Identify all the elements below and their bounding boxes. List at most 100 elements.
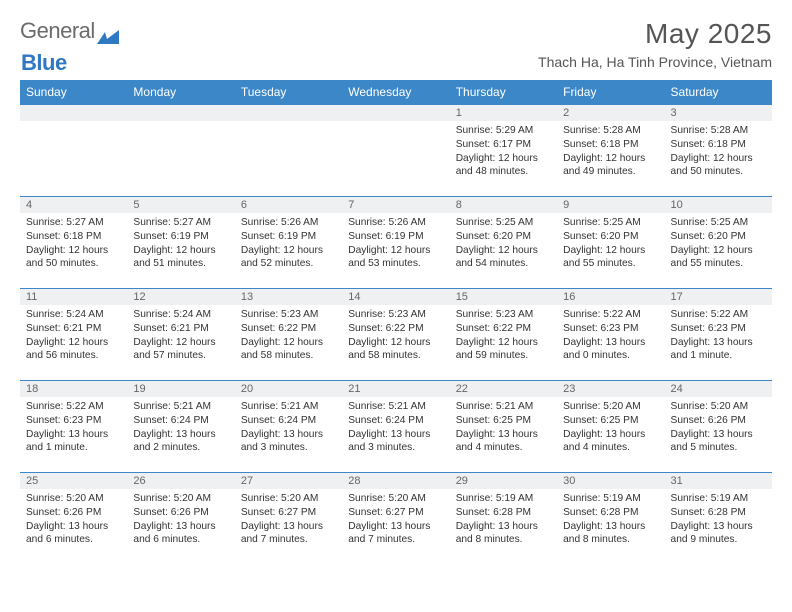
calendar-cell: 7Sunrise: 5:26 AMSunset: 6:19 PMDaylight… [342, 197, 449, 289]
day-number: 30 [557, 473, 664, 489]
calendar-cell: 19Sunrise: 5:21 AMSunset: 6:24 PMDayligh… [127, 381, 234, 473]
calendar-cell: 11Sunrise: 5:24 AMSunset: 6:21 PMDayligh… [20, 289, 127, 381]
day-details: Sunrise: 5:25 AMSunset: 6:20 PMDaylight:… [557, 213, 664, 288]
calendar-week-row: 11Sunrise: 5:24 AMSunset: 6:21 PMDayligh… [20, 289, 772, 381]
day-number: 28 [342, 473, 449, 489]
day-details: Sunrise: 5:20 AMSunset: 6:26 PMDaylight:… [665, 397, 772, 472]
day-details: Sunrise: 5:20 AMSunset: 6:27 PMDaylight:… [235, 489, 342, 565]
day-number: 13 [235, 289, 342, 305]
day-number: 22 [450, 381, 557, 397]
calendar-cell: 21Sunrise: 5:21 AMSunset: 6:24 PMDayligh… [342, 381, 449, 473]
day-number: 5 [127, 197, 234, 213]
day-number: 16 [557, 289, 664, 305]
day-details [127, 121, 234, 196]
weekday-header-row: SundayMondayTuesdayWednesdayThursdayFrid… [20, 80, 772, 105]
day-number: 14 [342, 289, 449, 305]
day-number: 1 [450, 105, 557, 121]
calendar-cell: 15Sunrise: 5:23 AMSunset: 6:22 PMDayligh… [450, 289, 557, 381]
day-number [20, 105, 127, 121]
day-details: Sunrise: 5:20 AMSunset: 6:27 PMDaylight:… [342, 489, 449, 565]
day-details: Sunrise: 5:26 AMSunset: 6:19 PMDaylight:… [235, 213, 342, 288]
calendar-cell: 25Sunrise: 5:20 AMSunset: 6:26 PMDayligh… [20, 473, 127, 565]
day-number: 18 [20, 381, 127, 397]
day-details: Sunrise: 5:22 AMSunset: 6:23 PMDaylight:… [20, 397, 127, 472]
weekday-header: Saturday [665, 80, 772, 105]
day-number: 20 [235, 381, 342, 397]
day-number: 23 [557, 381, 664, 397]
calendar-cell: 22Sunrise: 5:21 AMSunset: 6:25 PMDayligh… [450, 381, 557, 473]
calendar-cell: 17Sunrise: 5:22 AMSunset: 6:23 PMDayligh… [665, 289, 772, 381]
calendar-cell [127, 105, 234, 197]
day-details: Sunrise: 5:21 AMSunset: 6:24 PMDaylight:… [342, 397, 449, 472]
weekday-header: Monday [127, 80, 234, 105]
day-number: 12 [127, 289, 234, 305]
location-subtitle: Thach Ha, Ha Tinh Province, Vietnam [538, 54, 772, 70]
weekday-header: Thursday [450, 80, 557, 105]
calendar-cell: 14Sunrise: 5:23 AMSunset: 6:22 PMDayligh… [342, 289, 449, 381]
day-number: 15 [450, 289, 557, 305]
day-number: 8 [450, 197, 557, 213]
calendar-cell: 12Sunrise: 5:24 AMSunset: 6:21 PMDayligh… [127, 289, 234, 381]
day-number [235, 105, 342, 121]
day-number: 27 [235, 473, 342, 489]
day-details: Sunrise: 5:24 AMSunset: 6:21 PMDaylight:… [127, 305, 234, 380]
page-title: May 2025 [538, 18, 772, 50]
calendar-cell: 18Sunrise: 5:22 AMSunset: 6:23 PMDayligh… [20, 381, 127, 473]
calendar-week-row: 1Sunrise: 5:29 AMSunset: 6:17 PMDaylight… [20, 105, 772, 197]
day-details: Sunrise: 5:19 AMSunset: 6:28 PMDaylight:… [665, 489, 772, 565]
logo-mark-icon [97, 24, 119, 38]
day-details: Sunrise: 5:20 AMSunset: 6:25 PMDaylight:… [557, 397, 664, 472]
day-number: 2 [557, 105, 664, 121]
day-details: Sunrise: 5:21 AMSunset: 6:24 PMDaylight:… [127, 397, 234, 472]
calendar-cell: 6Sunrise: 5:26 AMSunset: 6:19 PMDaylight… [235, 197, 342, 289]
calendar-cell: 13Sunrise: 5:23 AMSunset: 6:22 PMDayligh… [235, 289, 342, 381]
calendar-week-row: 4Sunrise: 5:27 AMSunset: 6:18 PMDaylight… [20, 197, 772, 289]
day-details: Sunrise: 5:23 AMSunset: 6:22 PMDaylight:… [235, 305, 342, 380]
day-number: 21 [342, 381, 449, 397]
calendar-cell: 20Sunrise: 5:21 AMSunset: 6:24 PMDayligh… [235, 381, 342, 473]
day-number: 4 [20, 197, 127, 213]
day-details: Sunrise: 5:29 AMSunset: 6:17 PMDaylight:… [450, 121, 557, 196]
day-details: Sunrise: 5:22 AMSunset: 6:23 PMDaylight:… [557, 305, 664, 380]
day-details [20, 121, 127, 196]
day-details [235, 121, 342, 196]
calendar-cell [20, 105, 127, 197]
day-details: Sunrise: 5:21 AMSunset: 6:24 PMDaylight:… [235, 397, 342, 472]
weekday-header: Sunday [20, 80, 127, 105]
calendar-cell: 26Sunrise: 5:20 AMSunset: 6:26 PMDayligh… [127, 473, 234, 565]
calendar-table: SundayMondayTuesdayWednesdayThursdayFrid… [20, 80, 772, 565]
day-number: 3 [665, 105, 772, 121]
calendar-cell: 8Sunrise: 5:25 AMSunset: 6:20 PMDaylight… [450, 197, 557, 289]
day-details: Sunrise: 5:25 AMSunset: 6:20 PMDaylight:… [665, 213, 772, 288]
day-details: Sunrise: 5:22 AMSunset: 6:23 PMDaylight:… [665, 305, 772, 380]
calendar-cell: 31Sunrise: 5:19 AMSunset: 6:28 PMDayligh… [665, 473, 772, 565]
calendar-cell [342, 105, 449, 197]
day-details: Sunrise: 5:24 AMSunset: 6:21 PMDaylight:… [20, 305, 127, 380]
day-number [342, 105, 449, 121]
calendar-week-row: 18Sunrise: 5:22 AMSunset: 6:23 PMDayligh… [20, 381, 772, 473]
calendar-cell: 16Sunrise: 5:22 AMSunset: 6:23 PMDayligh… [557, 289, 664, 381]
logo-text-1: General [20, 18, 95, 44]
day-number: 17 [665, 289, 772, 305]
calendar-cell: 29Sunrise: 5:19 AMSunset: 6:28 PMDayligh… [450, 473, 557, 565]
day-details: Sunrise: 5:20 AMSunset: 6:26 PMDaylight:… [20, 489, 127, 565]
calendar-cell: 28Sunrise: 5:20 AMSunset: 6:27 PMDayligh… [342, 473, 449, 565]
day-details: Sunrise: 5:26 AMSunset: 6:19 PMDaylight:… [342, 213, 449, 288]
weekday-header: Wednesday [342, 80, 449, 105]
day-number: 24 [665, 381, 772, 397]
day-details: Sunrise: 5:28 AMSunset: 6:18 PMDaylight:… [665, 121, 772, 196]
day-number: 19 [127, 381, 234, 397]
calendar-cell: 23Sunrise: 5:20 AMSunset: 6:25 PMDayligh… [557, 381, 664, 473]
day-details: Sunrise: 5:21 AMSunset: 6:25 PMDaylight:… [450, 397, 557, 472]
calendar-cell: 10Sunrise: 5:25 AMSunset: 6:20 PMDayligh… [665, 197, 772, 289]
calendar-cell: 1Sunrise: 5:29 AMSunset: 6:17 PMDaylight… [450, 105, 557, 197]
calendar-cell: 9Sunrise: 5:25 AMSunset: 6:20 PMDaylight… [557, 197, 664, 289]
day-details: Sunrise: 5:25 AMSunset: 6:20 PMDaylight:… [450, 213, 557, 288]
weekday-header: Friday [557, 80, 664, 105]
calendar-cell: 5Sunrise: 5:27 AMSunset: 6:19 PMDaylight… [127, 197, 234, 289]
calendar-cell: 3Sunrise: 5:28 AMSunset: 6:18 PMDaylight… [665, 105, 772, 197]
calendar-cell: 4Sunrise: 5:27 AMSunset: 6:18 PMDaylight… [20, 197, 127, 289]
day-number: 7 [342, 197, 449, 213]
day-details [342, 121, 449, 196]
day-details: Sunrise: 5:27 AMSunset: 6:19 PMDaylight:… [127, 213, 234, 288]
